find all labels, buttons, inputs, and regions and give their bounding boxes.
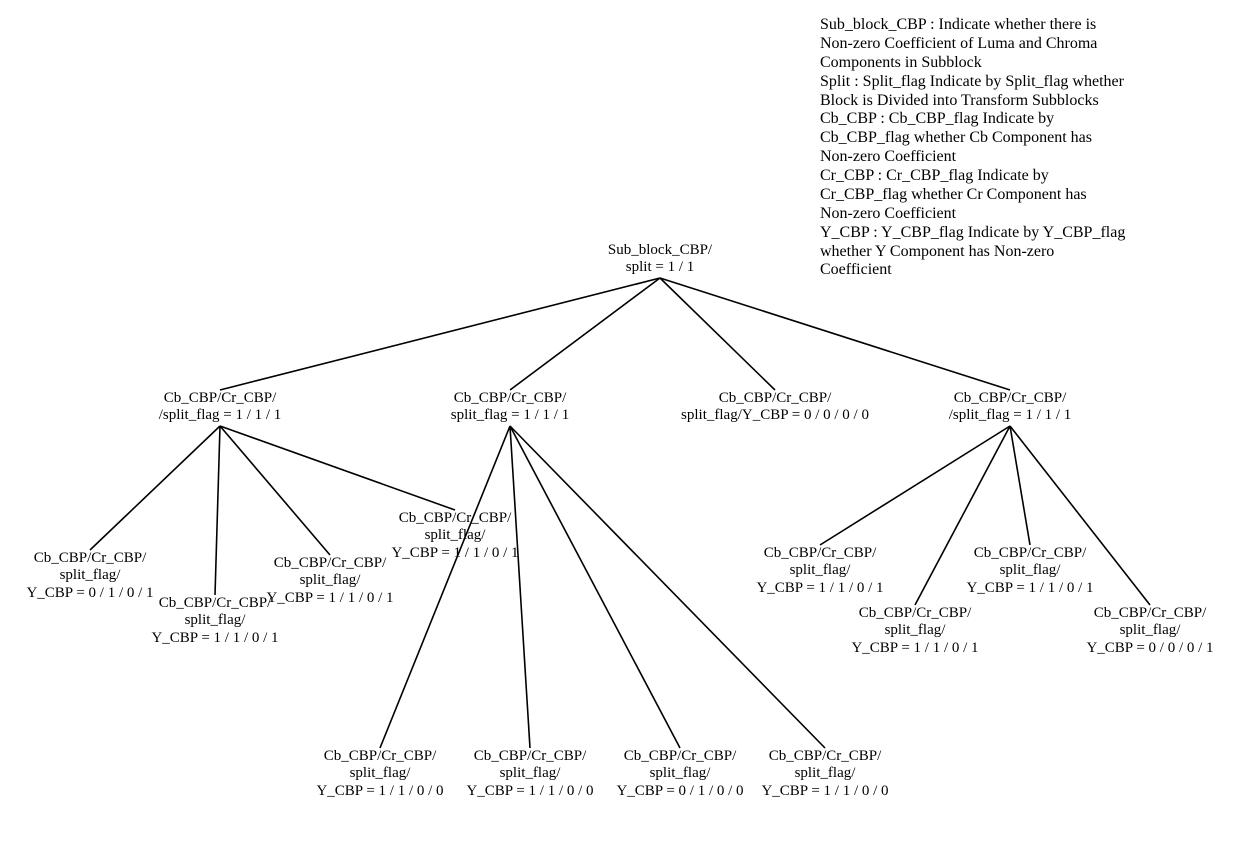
legend-block: Sub_block_CBP : Indicate whether there i… bbox=[820, 16, 1125, 280]
tree-node-l2b1: Cb_CBP/Cr_CBP/ split_flag/ Y_CBP = 1 / 1… bbox=[316, 748, 443, 800]
tree-node-l2a4: Cb_CBP/Cr_CBP/ split_flag/ Y_CBP = 1 / 1… bbox=[391, 510, 518, 562]
tree-node-l2d2: Cb_CBP/Cr_CBP/ split_flag/ Y_CBP = 1 / 1… bbox=[851, 605, 978, 657]
tree-node-l2d3: Cb_CBP/Cr_CBP/ split_flag/ Y_CBP = 1 / 1… bbox=[966, 545, 1093, 597]
tree-node-l1d: Cb_CBP/Cr_CBP/ /split_flag = 1 / 1 / 1 bbox=[949, 390, 1072, 425]
tree-node-root: Sub_block_CBP/ split = 1 / 1 bbox=[608, 242, 712, 277]
tree-node-l2b4: Cb_CBP/Cr_CBP/ split_flag/ Y_CBP = 1 / 1… bbox=[761, 748, 888, 800]
tree-node-l2a2: Cb_CBP/Cr_CBP/ split_flag/ Y_CBP = 1 / 1… bbox=[151, 595, 278, 647]
tree-node-l1c: Cb_CBP/Cr_CBP/ split_flag/Y_CBP = 0 / 0 … bbox=[681, 390, 869, 425]
tree-node-l2d1: Cb_CBP/Cr_CBP/ split_flag/ Y_CBP = 1 / 1… bbox=[756, 545, 883, 597]
tree-node-l2a1: Cb_CBP/Cr_CBP/ split_flag/ Y_CBP = 0 / 1… bbox=[26, 550, 153, 602]
tree-node-l2a3: Cb_CBP/Cr_CBP/ split_flag/ Y_CBP = 1 / 1… bbox=[266, 555, 393, 607]
tree-node-l2b2: Cb_CBP/Cr_CBP/ split_flag/ Y_CBP = 1 / 1… bbox=[466, 748, 593, 800]
tree-node-l2b3: Cb_CBP/Cr_CBP/ split_flag/ Y_CBP = 0 / 1… bbox=[616, 748, 743, 800]
tree-node-l2d4: Cb_CBP/Cr_CBP/ split_flag/ Y_CBP = 0 / 0… bbox=[1086, 605, 1213, 657]
tree-node-l1b: Cb_CBP/Cr_CBP/ split_flag = 1 / 1 / 1 bbox=[451, 390, 569, 425]
tree-node-l1a: Cb_CBP/Cr_CBP/ /split_flag = 1 / 1 / 1 bbox=[159, 390, 282, 425]
